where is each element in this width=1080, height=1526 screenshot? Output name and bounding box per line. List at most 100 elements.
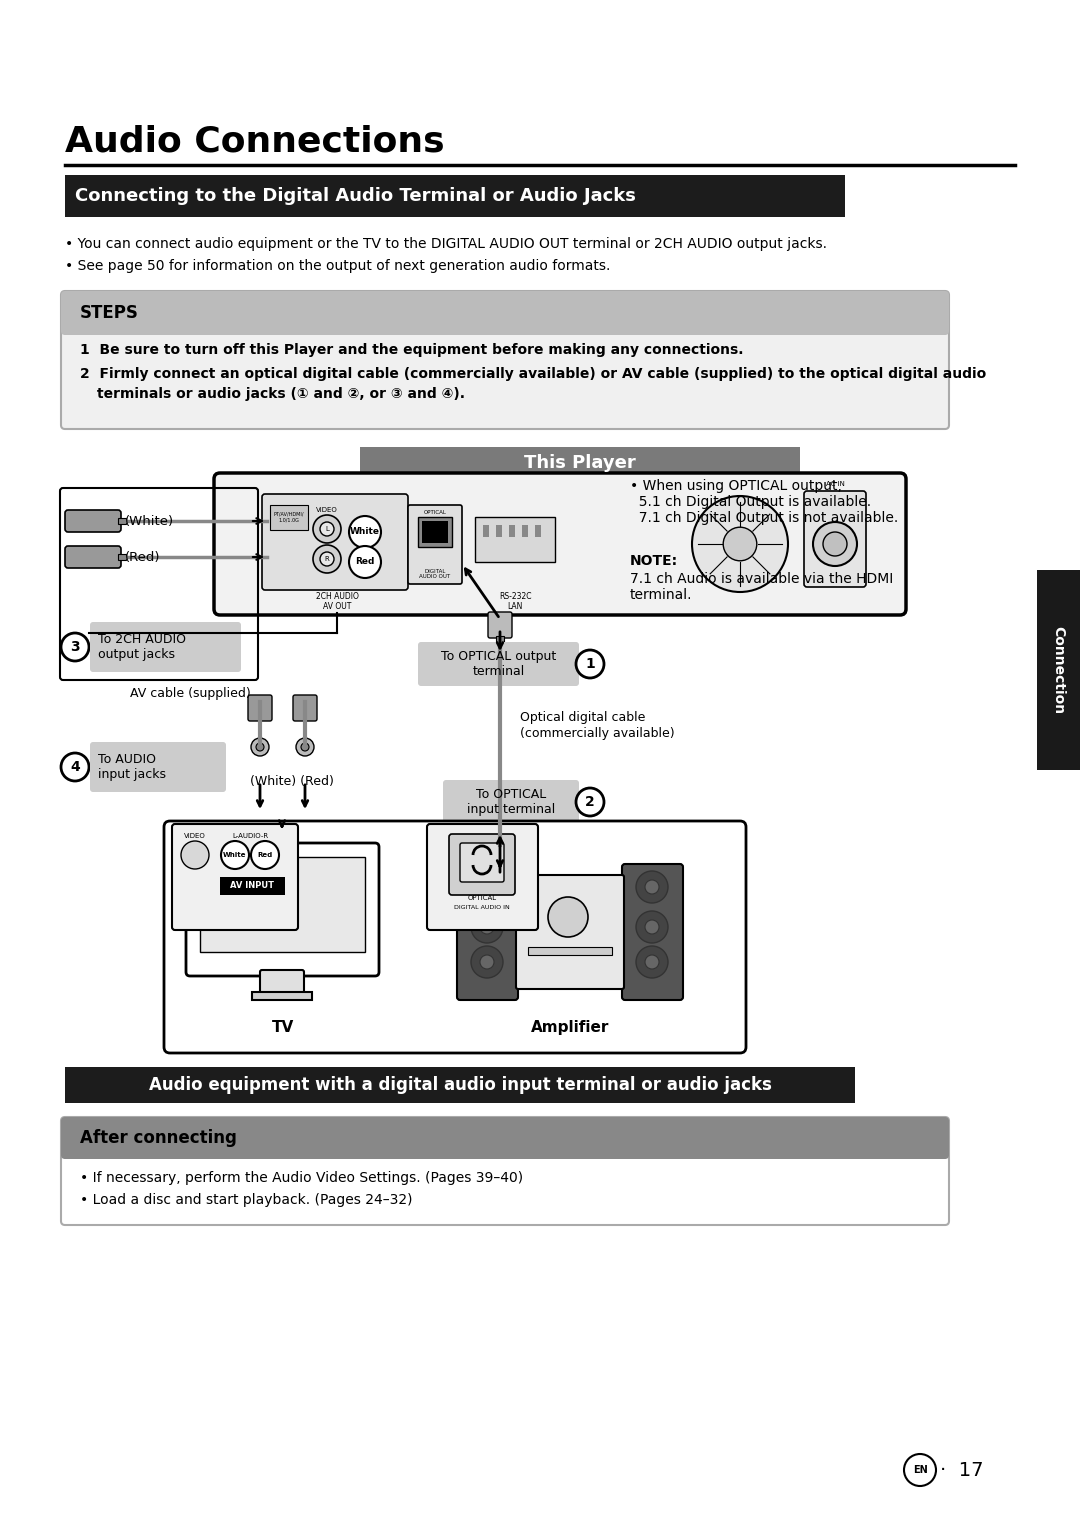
Text: To 2CH AUDIO
output jacks: To 2CH AUDIO output jacks: [98, 633, 186, 661]
Text: OPTICAL: OPTICAL: [468, 896, 497, 900]
FancyBboxPatch shape: [90, 742, 226, 792]
Circle shape: [60, 633, 89, 661]
Text: This Player: This Player: [524, 455, 636, 472]
Text: • You can connect audio equipment or the TV to the DIGITAL AUDIO OUT terminal or: • You can connect audio equipment or the…: [65, 237, 827, 250]
Bar: [65, 1067, 855, 1103]
FancyBboxPatch shape: [65, 510, 121, 533]
Text: • Load a disc and start playback. (Pages 24–32): • Load a disc and start playback. (Pages…: [80, 1193, 413, 1207]
Bar: [360, 447, 800, 479]
Text: (Red): (Red): [125, 551, 161, 563]
Text: AV INPUT: AV INPUT: [230, 882, 274, 891]
Text: R: R: [325, 555, 329, 562]
Bar: [528, 948, 612, 955]
Text: To OPTICAL output
terminal: To OPTICAL output terminal: [441, 650, 556, 678]
Text: Connection: Connection: [1051, 626, 1065, 714]
Text: RS-232C
LAN: RS-232C LAN: [499, 592, 531, 612]
Circle shape: [349, 516, 381, 548]
Circle shape: [471, 911, 503, 943]
Circle shape: [301, 743, 309, 751]
Text: 4: 4: [70, 760, 80, 774]
Circle shape: [576, 650, 604, 678]
Text: STEPS: STEPS: [80, 304, 139, 322]
FancyBboxPatch shape: [457, 864, 518, 1000]
FancyBboxPatch shape: [516, 874, 624, 989]
Bar: [483, 525, 489, 537]
Text: 2  Firmly connect an optical digital cable (commercially available) or AV cable : 2 Firmly connect an optical digital cabl…: [80, 366, 986, 382]
Text: PT/AV/HDMI/
1.0/1.0G: PT/AV/HDMI/ 1.0/1.0G: [273, 511, 305, 522]
Circle shape: [576, 787, 604, 816]
Circle shape: [636, 871, 669, 903]
Text: White: White: [224, 852, 246, 858]
Text: DIGITAL
AUDIO OUT: DIGITAL AUDIO OUT: [419, 569, 450, 580]
Text: L-AUDIO-R: L-AUDIO-R: [232, 833, 268, 839]
Text: AC IN: AC IN: [825, 481, 845, 487]
Circle shape: [349, 546, 381, 578]
FancyBboxPatch shape: [622, 864, 683, 1000]
Circle shape: [320, 552, 334, 566]
Text: VIDEO: VIDEO: [316, 507, 338, 513]
Bar: [65, 175, 845, 217]
Bar: [475, 517, 555, 562]
Circle shape: [636, 946, 669, 978]
FancyBboxPatch shape: [248, 694, 272, 720]
Text: To OPTICAL
input terminal: To OPTICAL input terminal: [467, 787, 555, 816]
Text: 2: 2: [585, 795, 595, 809]
FancyBboxPatch shape: [65, 546, 121, 568]
Text: DIGITAL AUDIO IN: DIGITAL AUDIO IN: [454, 905, 510, 909]
Circle shape: [181, 841, 210, 868]
Bar: [496, 845, 504, 855]
Text: 2CH AUDIO
AV OUT: 2CH AUDIO AV OUT: [315, 592, 359, 612]
Circle shape: [60, 752, 89, 781]
FancyBboxPatch shape: [443, 780, 579, 824]
FancyBboxPatch shape: [427, 824, 538, 929]
FancyBboxPatch shape: [172, 824, 298, 929]
FancyBboxPatch shape: [60, 291, 949, 336]
Text: • When using OPTICAL output,
  5.1 ch Digital Output is available.
  7.1 ch Digi: • When using OPTICAL output, 5.1 ch Digi…: [630, 479, 899, 525]
FancyBboxPatch shape: [60, 291, 949, 429]
Text: Audio equipment with a digital audio input terminal or audio jacks: Audio equipment with a digital audio inp…: [149, 1076, 771, 1094]
Circle shape: [636, 911, 669, 943]
FancyBboxPatch shape: [60, 1117, 949, 1160]
Text: Amplifier: Amplifier: [530, 1019, 609, 1035]
Circle shape: [692, 496, 788, 592]
Circle shape: [296, 739, 314, 755]
Bar: [1037, 571, 1080, 771]
Bar: [270, 505, 308, 530]
Circle shape: [313, 514, 341, 543]
Bar: [535, 525, 541, 537]
Text: NOTE:: NOTE:: [630, 554, 678, 568]
Circle shape: [645, 920, 659, 934]
Bar: [220, 877, 285, 896]
Text: 1  Be sure to turn off this Player and the equipment before making any connectio: 1 Be sure to turn off this Player and th…: [80, 343, 743, 357]
Text: VIDEO: VIDEO: [184, 833, 206, 839]
Text: Red: Red: [257, 852, 272, 858]
Circle shape: [320, 522, 334, 536]
Text: (White) (Red): (White) (Red): [249, 775, 334, 787]
FancyBboxPatch shape: [418, 642, 579, 687]
FancyBboxPatch shape: [262, 494, 408, 591]
Text: OPTICAL: OPTICAL: [423, 510, 446, 514]
Bar: [118, 554, 126, 560]
Bar: [522, 525, 528, 537]
Bar: [252, 992, 312, 1000]
Circle shape: [548, 897, 588, 937]
FancyBboxPatch shape: [90, 623, 241, 671]
Circle shape: [645, 881, 659, 894]
Text: 3: 3: [70, 639, 80, 655]
Text: EN: EN: [913, 1465, 928, 1476]
FancyBboxPatch shape: [460, 842, 504, 882]
FancyBboxPatch shape: [186, 842, 379, 977]
Text: Red: Red: [355, 557, 375, 566]
FancyBboxPatch shape: [488, 853, 512, 879]
Bar: [418, 517, 453, 546]
FancyBboxPatch shape: [164, 821, 746, 1053]
Text: AV cable (supplied): AV cable (supplied): [130, 687, 251, 700]
Bar: [118, 517, 126, 523]
Bar: [496, 525, 502, 537]
Circle shape: [480, 955, 494, 969]
Circle shape: [471, 871, 503, 903]
Circle shape: [251, 841, 279, 868]
Circle shape: [471, 946, 503, 978]
Text: TV: TV: [271, 1019, 294, 1035]
FancyBboxPatch shape: [488, 612, 512, 638]
